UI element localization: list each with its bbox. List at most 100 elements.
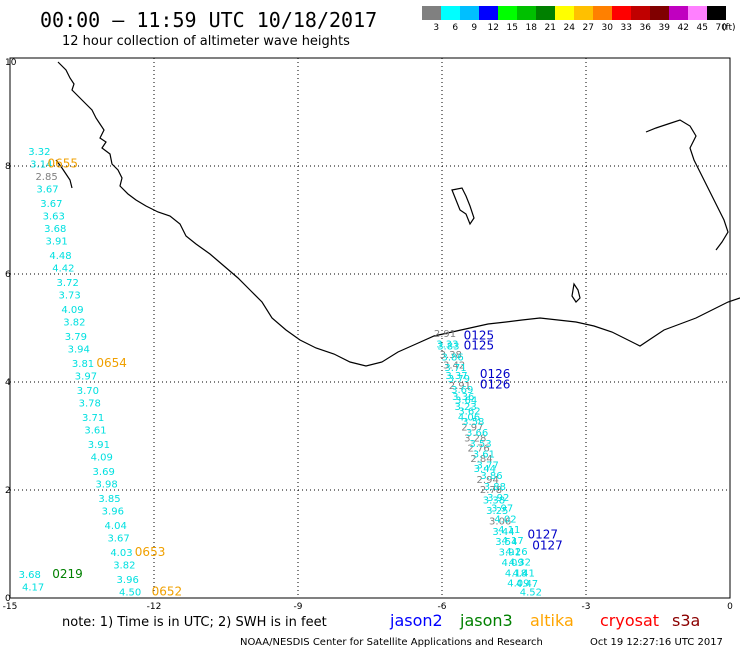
legend-swatch <box>650 6 669 20</box>
swh-value: 3.71 <box>444 363 466 374</box>
y-tick-label: 6 <box>5 270 11 280</box>
pass-time-label: 0652 <box>152 584 183 598</box>
x-tick-label: -12 <box>147 602 162 612</box>
y-tick-label: 4 <box>5 378 11 388</box>
swh-value: 2.94 <box>477 475 499 486</box>
swh-value: 3.91 <box>499 547 521 558</box>
swh-value: 3.96 <box>117 575 139 586</box>
swh-value: 3.62 <box>458 406 480 417</box>
swh-value: 3.73 <box>58 290 80 301</box>
swh-value: 2.78 <box>480 485 502 496</box>
swh-value: 4.04 <box>105 521 127 532</box>
swh-value: 3.69 <box>93 467 115 478</box>
swh-value: 3.77 <box>477 460 499 471</box>
pass-time-label: 0125 <box>464 339 495 353</box>
legend-swatch <box>498 6 517 20</box>
x-tick-label: -3 <box>582 602 591 612</box>
swh-value: 4.17 <box>22 582 44 593</box>
legend-label: 45 <box>697 23 708 33</box>
swh-value: 2.91 <box>434 329 456 340</box>
legend-swatch <box>422 6 441 20</box>
pass-time-label: 0127 <box>527 528 558 542</box>
swh-value: 3.81 <box>72 359 94 370</box>
swh-value: 4.42 <box>52 263 74 274</box>
swh-value: 3.92 <box>487 493 509 504</box>
swh-value: 3.86 <box>442 352 464 363</box>
swh-value: 3.38 <box>483 496 505 507</box>
y-tick-label: 0 <box>5 594 11 604</box>
swh-value: 3.36 <box>452 392 474 403</box>
swh-value: 4.52 <box>520 587 542 598</box>
swh-value: 3.82 <box>113 560 135 571</box>
legend-swatch <box>517 6 536 20</box>
swh-value: 3.67 <box>107 533 129 544</box>
pass-time-label: 0653 <box>135 545 166 559</box>
swh-value: 2.91 <box>449 381 471 392</box>
swh-value: 4.09 <box>61 305 83 316</box>
swh-value: 3.78 <box>79 398 101 409</box>
swh-value: 3.97 <box>75 371 97 382</box>
swh-value: 3.82 <box>63 317 85 328</box>
coastline-west-africa <box>57 61 740 367</box>
swh-value: 3.25 <box>486 506 508 517</box>
swh-value: 4.06 <box>458 412 480 423</box>
x-tick-label: -15 <box>3 602 18 612</box>
legend-label: 30 <box>602 23 614 33</box>
swh-value: 3.70 <box>77 386 99 397</box>
swh-value: 4.17 <box>502 536 524 547</box>
pass-time-label: 0126 <box>480 377 511 391</box>
swh-value: 4.41 <box>513 568 535 579</box>
swh-value: 3.79 <box>448 374 470 385</box>
legend-label: 3 <box>433 23 439 33</box>
swh-value: 3.44 <box>474 464 496 475</box>
swh-value: 3.61 <box>84 425 106 436</box>
swh-value: 3.61 <box>473 450 495 461</box>
credit-text: NOAA/NESDIS Center for Satellite Applica… <box>240 637 543 648</box>
swh-value: 3.67 <box>40 199 62 210</box>
mission-legend: jason2 jason3 altika cryosat s3a <box>389 611 700 630</box>
legend-swatch <box>669 6 688 20</box>
legend-swatch <box>688 6 707 20</box>
mission-jason2: jason2 <box>389 611 443 630</box>
swh-value: 3.79 <box>65 332 87 343</box>
swh-value: 4.32 <box>509 558 531 569</box>
pass-time-label: 0127 <box>532 538 563 552</box>
legend-label: 6 <box>452 23 458 33</box>
track-right-b: 3.833.863.713.793.693.643.623.583.663.53… <box>437 342 542 599</box>
x-tick-label: -6 <box>438 602 447 612</box>
swh-value: 3.06 <box>489 517 511 528</box>
legend-label: 36 <box>640 23 652 33</box>
swh-value: 4.50 <box>119 587 141 598</box>
swh-value: 3.37 <box>445 371 467 382</box>
legend-label: 15 <box>507 23 518 33</box>
footer-note: note: 1) Time is in UTC; 2) SWH is in fe… <box>62 615 327 630</box>
swh-value: 4.47 <box>516 579 538 590</box>
swh-value: 3.14 <box>30 160 52 171</box>
swh-value: 3.85 <box>98 494 120 505</box>
legend-label: 33 <box>621 23 632 33</box>
swh-value: 3.67 <box>36 184 58 195</box>
swh-value: 3.94 <box>68 344 90 355</box>
legend-label: 12 <box>488 23 499 33</box>
swh-value: 4.03 <box>110 548 132 559</box>
swh-value: 3.54 <box>495 537 517 548</box>
swh-value: 3.91 <box>46 236 68 247</box>
swh-value: 4.11 <box>498 525 520 536</box>
legend-label: 24 <box>564 23 576 33</box>
swh-value: 4.09 <box>507 579 529 590</box>
y-tick-label: 2 <box>5 486 11 496</box>
coastline-bight <box>55 159 73 189</box>
pass-time-label: 0655 <box>47 157 78 171</box>
track-left: 3.323.142.853.673.673.633.683.914.484.42… <box>19 147 142 598</box>
swh-value: 3.58 <box>462 417 484 428</box>
legend-label: 9 <box>471 23 477 33</box>
legend-swatch <box>631 6 650 20</box>
swh-value: 3.96 <box>102 506 124 517</box>
mission-altika: altika <box>530 611 574 630</box>
lat-lon-grid <box>9 57 731 599</box>
legend-label: 39 <box>659 23 671 33</box>
map-subtitle: 12 hour collection of altimeter wave hei… <box>62 34 350 49</box>
swh-value: 3.44 <box>492 527 514 538</box>
pass-time-label: 0125 <box>464 328 495 342</box>
